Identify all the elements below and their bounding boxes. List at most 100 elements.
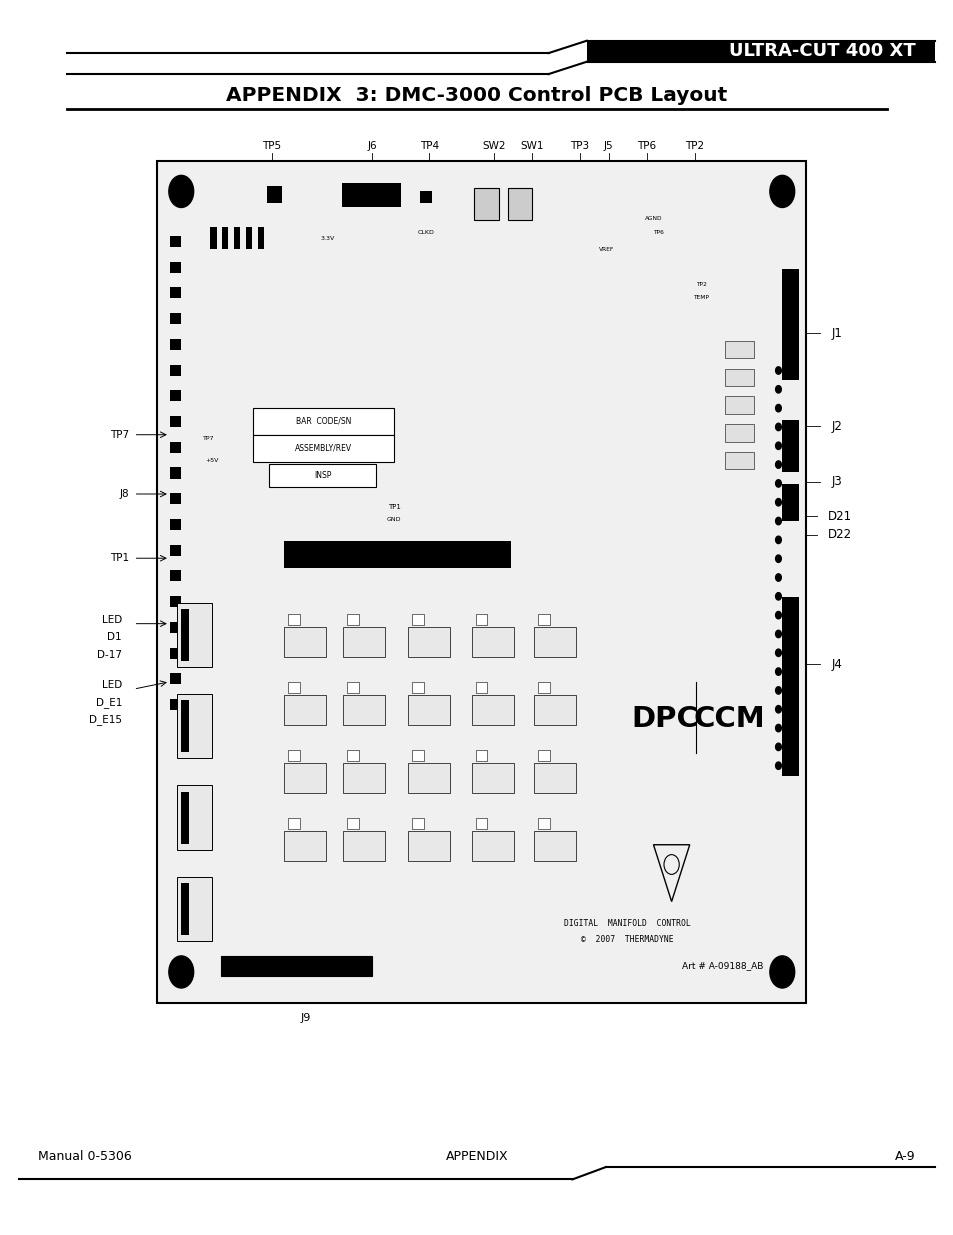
Circle shape xyxy=(775,555,781,562)
Text: LED: LED xyxy=(102,680,122,690)
Bar xyxy=(347,818,358,829)
Bar xyxy=(537,682,549,693)
Bar xyxy=(537,818,549,829)
Bar xyxy=(170,442,181,453)
Text: TP3: TP3 xyxy=(570,141,589,151)
Text: J1: J1 xyxy=(831,327,841,340)
Bar xyxy=(170,364,181,375)
Bar xyxy=(476,614,487,625)
Bar xyxy=(537,614,549,625)
Bar xyxy=(476,818,487,829)
Text: AGND: AGND xyxy=(644,216,661,221)
Bar xyxy=(181,792,189,844)
Text: APPENDIX: APPENDIX xyxy=(445,1150,508,1163)
Bar xyxy=(472,695,514,725)
Bar xyxy=(781,269,799,380)
Text: D21: D21 xyxy=(827,510,851,522)
Circle shape xyxy=(775,743,781,751)
Polygon shape xyxy=(586,41,934,62)
Circle shape xyxy=(169,175,193,207)
Bar xyxy=(534,627,576,657)
Bar xyxy=(534,763,576,793)
Bar xyxy=(724,396,753,414)
Bar xyxy=(170,673,181,684)
Text: LED: LED xyxy=(102,615,122,625)
Text: J3: J3 xyxy=(831,475,841,488)
Text: TEMP: TEMP xyxy=(693,295,708,300)
Circle shape xyxy=(775,404,781,411)
Bar xyxy=(177,877,212,941)
Circle shape xyxy=(775,762,781,769)
Circle shape xyxy=(775,593,781,600)
Bar xyxy=(170,468,181,479)
Bar xyxy=(170,262,181,273)
Bar xyxy=(343,831,385,861)
Text: D-17: D-17 xyxy=(97,650,122,659)
Text: J6: J6 xyxy=(367,141,376,151)
Bar xyxy=(170,519,181,530)
Circle shape xyxy=(169,956,193,988)
Bar xyxy=(347,750,358,761)
Text: TP2: TP2 xyxy=(684,141,703,151)
Text: ©  2007  THERMADYNE: © 2007 THERMADYNE xyxy=(580,935,674,945)
Text: +5V: +5V xyxy=(205,458,218,463)
Bar xyxy=(419,191,432,203)
Bar xyxy=(472,763,514,793)
Bar xyxy=(177,603,212,667)
Text: GND: GND xyxy=(386,517,401,522)
Bar xyxy=(157,161,805,1003)
Text: Manual 0-5306: Manual 0-5306 xyxy=(38,1150,132,1163)
Circle shape xyxy=(775,611,781,619)
Text: TP5: TP5 xyxy=(262,141,281,151)
Text: INSP: INSP xyxy=(314,471,331,480)
Bar xyxy=(288,682,299,693)
Bar xyxy=(288,614,299,625)
Bar xyxy=(408,763,450,793)
Bar xyxy=(170,338,181,350)
Bar xyxy=(210,227,216,249)
Text: J8: J8 xyxy=(119,489,129,499)
Text: A-9: A-9 xyxy=(894,1150,915,1163)
Bar xyxy=(408,627,450,657)
Circle shape xyxy=(775,442,781,450)
Bar xyxy=(534,831,576,861)
Bar xyxy=(288,750,299,761)
Circle shape xyxy=(775,385,781,393)
Bar xyxy=(253,408,394,435)
Bar xyxy=(472,831,514,861)
Circle shape xyxy=(775,705,781,713)
Bar xyxy=(343,763,385,793)
Bar xyxy=(284,541,511,568)
Circle shape xyxy=(775,424,781,431)
Text: J9: J9 xyxy=(300,1013,310,1023)
Bar xyxy=(724,452,753,469)
Bar xyxy=(781,484,799,521)
Bar xyxy=(408,831,450,861)
Bar xyxy=(476,750,487,761)
Bar xyxy=(343,695,385,725)
Text: SW2: SW2 xyxy=(482,141,505,151)
Bar xyxy=(221,227,229,249)
Bar xyxy=(177,785,212,850)
Text: BAR  CODE/SN: BAR CODE/SN xyxy=(295,416,351,426)
Circle shape xyxy=(775,725,781,732)
Text: Art # A-09188_AB: Art # A-09188_AB xyxy=(681,961,762,971)
Text: TP1: TP1 xyxy=(110,553,129,563)
Text: D_E15: D_E15 xyxy=(89,715,122,725)
Circle shape xyxy=(775,668,781,676)
Text: TP6: TP6 xyxy=(637,141,656,151)
Bar xyxy=(221,956,372,976)
Bar xyxy=(170,314,181,325)
Bar xyxy=(284,695,326,725)
Circle shape xyxy=(769,175,794,207)
Circle shape xyxy=(775,630,781,637)
Circle shape xyxy=(775,461,781,468)
Bar xyxy=(170,699,181,710)
Bar xyxy=(170,390,181,401)
Text: DPC: DPC xyxy=(631,705,698,732)
Text: TP1: TP1 xyxy=(387,504,400,510)
Text: D22: D22 xyxy=(827,529,851,541)
Bar xyxy=(269,464,375,487)
Circle shape xyxy=(769,956,794,988)
Text: ASSEMBLY/REV: ASSEMBLY/REV xyxy=(294,443,352,453)
